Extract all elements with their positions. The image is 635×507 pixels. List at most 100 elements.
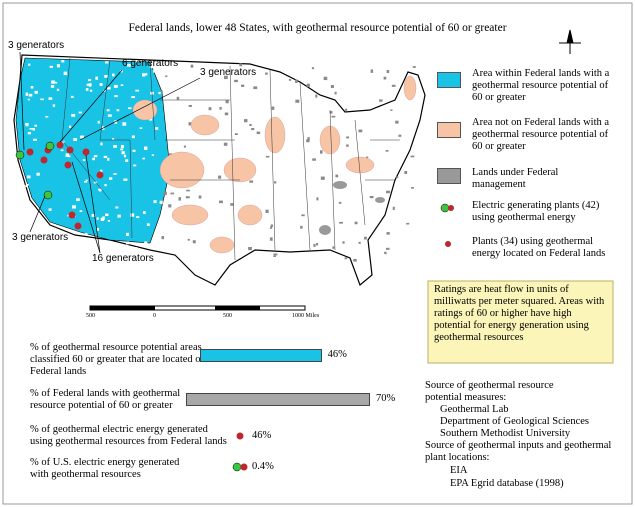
land-speck xyxy=(358,129,363,133)
plant-federal xyxy=(68,211,76,219)
land-speck xyxy=(25,122,29,126)
land-speck xyxy=(127,63,131,67)
land-speck xyxy=(86,83,90,86)
compass xyxy=(559,29,581,54)
land-speck xyxy=(81,254,84,258)
land-speck xyxy=(115,206,119,209)
legend-label: Area not on Federal lands with a geother… xyxy=(472,117,610,152)
land-speck xyxy=(370,69,374,73)
source: EIA xyxy=(450,465,468,476)
land-speck xyxy=(132,149,136,152)
map-label: 3 generators xyxy=(8,40,65,51)
land-speck xyxy=(412,66,416,68)
land-speck xyxy=(122,122,127,126)
land-speck xyxy=(269,237,273,241)
land-speck xyxy=(56,88,60,91)
land-speck xyxy=(142,211,146,214)
land-speck xyxy=(138,250,143,252)
land-speck xyxy=(344,257,348,260)
land-speck xyxy=(113,84,118,88)
land-speck xyxy=(307,137,310,140)
land-speck xyxy=(249,123,252,127)
land-speck xyxy=(183,145,186,148)
land-speck xyxy=(146,223,150,226)
stat-label: % of U.S. electric energy generated with… xyxy=(30,457,180,480)
land-speck xyxy=(338,201,342,204)
land-speck xyxy=(26,175,31,179)
stat-value: 46% xyxy=(327,349,347,360)
land-speck xyxy=(334,91,337,95)
land-speck xyxy=(117,214,121,218)
land-speck xyxy=(76,198,80,202)
land-speck xyxy=(295,99,300,103)
land-speck xyxy=(112,256,116,261)
land-speck xyxy=(78,111,83,114)
nonfederal-areas xyxy=(132,75,417,254)
land-speck xyxy=(271,106,275,110)
land-speck xyxy=(224,112,229,116)
land-speck xyxy=(188,122,192,126)
land-speck xyxy=(91,214,96,217)
land-speck xyxy=(126,241,129,245)
land-speck xyxy=(109,177,113,180)
land-speck xyxy=(52,104,56,107)
land-speck xyxy=(123,154,127,158)
land-speck xyxy=(121,151,125,155)
legend-label: Electric generating plants (42) using ge… xyxy=(472,200,600,223)
land-speck xyxy=(346,144,349,147)
land-speck xyxy=(219,107,222,110)
land-speck xyxy=(25,184,28,188)
land-speck xyxy=(335,174,339,178)
land-speck xyxy=(225,100,229,104)
stat-value: 46% xyxy=(252,430,272,441)
plant-federal xyxy=(82,148,90,156)
land-speck xyxy=(113,173,117,175)
land-speck xyxy=(344,108,348,111)
legend-swatch xyxy=(437,122,461,138)
land-speck xyxy=(251,128,255,131)
land-speck xyxy=(65,153,70,157)
land-speck xyxy=(273,255,276,258)
land-speck xyxy=(51,80,56,84)
land-speck xyxy=(330,85,334,89)
land-speck xyxy=(316,243,319,246)
land-speck xyxy=(95,76,98,80)
land-speck xyxy=(253,86,258,90)
land-speck xyxy=(48,97,53,100)
land-speck xyxy=(234,79,238,83)
legend-label: Plants (34) using geothermal energy loca… xyxy=(472,236,606,259)
land-speck xyxy=(186,189,190,192)
land-speck xyxy=(135,89,140,92)
land-speck xyxy=(113,145,117,148)
plant xyxy=(15,150,25,160)
land-speck xyxy=(100,169,103,173)
land-speck xyxy=(107,219,111,222)
land-speck xyxy=(89,89,93,92)
land-speck xyxy=(160,90,163,94)
land-speck xyxy=(219,200,223,204)
land-speck xyxy=(54,81,58,84)
land-speck xyxy=(72,205,76,209)
land-speck xyxy=(241,84,245,87)
plant-federal xyxy=(66,146,74,154)
land-speck xyxy=(391,84,396,87)
land-speck xyxy=(80,135,85,139)
land-speck xyxy=(30,85,34,89)
land-speck xyxy=(410,155,415,158)
land-speck xyxy=(168,204,172,208)
legend-plant-icons xyxy=(232,203,454,472)
land-speck xyxy=(161,236,165,240)
land-speck xyxy=(104,184,107,187)
land-speck xyxy=(57,242,62,245)
land-speck xyxy=(120,148,124,151)
land-speck xyxy=(85,88,89,91)
plants xyxy=(15,141,104,230)
plant xyxy=(45,141,55,151)
land-speck xyxy=(112,73,115,77)
legend-swatch xyxy=(437,168,461,184)
federal-gray-areas xyxy=(319,181,385,235)
note: Ratings are heat flow in units of milliw… xyxy=(434,284,605,343)
